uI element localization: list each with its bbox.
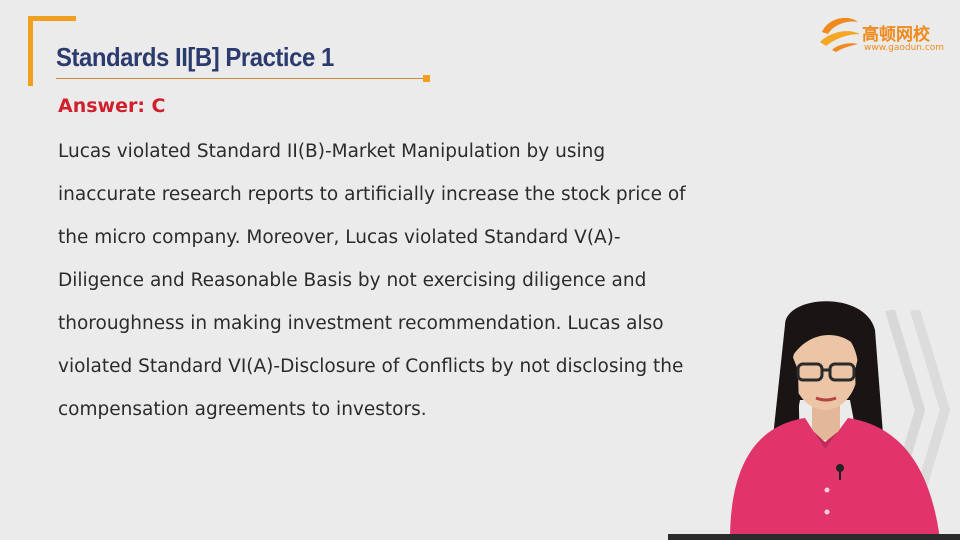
slide-title: Standards II[B] Practice 1	[56, 42, 334, 72]
answer-label: Answer: C	[58, 95, 166, 117]
desk-edge	[668, 534, 960, 540]
logo-url: www.gaodun.com	[864, 43, 945, 53]
gaodun-logo: 高顿网校 www.gaodun.com	[818, 12, 948, 56]
explanation-line: Lucas violated Standard II(B)-Market Man…	[58, 141, 606, 162]
explanation-text: Lucas violated Standard II(B)-Market Man…	[58, 136, 686, 437]
presenter-photo	[730, 301, 940, 540]
title-underline-dot	[423, 75, 430, 82]
explanation-line: thoroughness in making investment recomm…	[58, 313, 664, 334]
explanation-line: violated Standard VI(A)-Disclosure of Co…	[58, 356, 684, 377]
gaodun-logo-icon	[820, 17, 860, 52]
title-bracket-horizontal	[28, 16, 76, 21]
logo-name: 高顿网校	[862, 25, 930, 45]
explanation-line: inaccurate research reports to artificia…	[58, 184, 686, 205]
explanation-line: Diligence and Reasonable Basis by not ex…	[58, 270, 647, 291]
title-underline	[56, 78, 426, 79]
explanation-line: compensation agreements to investors.	[58, 399, 427, 420]
explanation-line: the micro company. Moreover, Lucas viola…	[58, 227, 621, 248]
title-bracket-vertical	[28, 16, 33, 86]
